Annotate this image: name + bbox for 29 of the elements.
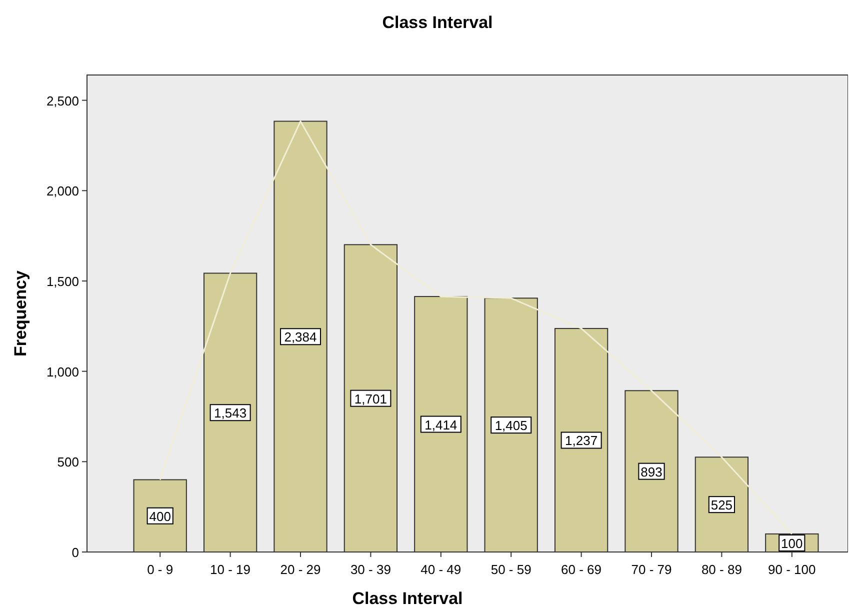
data-label: 525 <box>710 498 733 513</box>
x-tick-label: 50 - 59 <box>490 562 532 577</box>
y-tick-label: 2,000 <box>46 184 79 199</box>
y-tick-label: 500 <box>57 454 79 470</box>
x-tick-label: 40 - 49 <box>420 562 462 577</box>
data-label: 1,414 <box>424 417 458 432</box>
data-label: 1,405 <box>494 418 528 434</box>
data-label: 1,543 <box>214 406 247 421</box>
x-tick-label: 70 - 79 <box>631 562 672 577</box>
data-label: 1,237 <box>565 433 598 448</box>
x-tick-label: 0 - 9 <box>147 562 174 577</box>
chart-title: Class Interval <box>382 13 493 32</box>
data-label: 100 <box>781 536 803 551</box>
y-axis-title: Frequency <box>11 270 30 356</box>
x-tick-label: 80 - 89 <box>701 562 742 577</box>
y-tick-label: 1,500 <box>46 274 79 289</box>
x-tick-label: 90 - 100 <box>768 562 816 577</box>
x-axis-title: Class Interval <box>352 589 463 608</box>
data-label: 400 <box>149 508 171 524</box>
y-tick-label: 1,000 <box>46 364 79 380</box>
data-label: 2,384 <box>284 330 317 345</box>
data-label: 1,701 <box>354 391 387 406</box>
y-tick-label: 0 <box>72 545 79 560</box>
x-tick-label: 10 - 19 <box>210 562 251 577</box>
y-tick-label: 2,500 <box>46 93 79 108</box>
data-label: 893 <box>640 464 662 480</box>
x-tick-label: 30 - 39 <box>350 562 391 577</box>
x-tick-label: 20 - 29 <box>280 562 321 577</box>
x-tick-label: 60 - 69 <box>561 562 602 577</box>
